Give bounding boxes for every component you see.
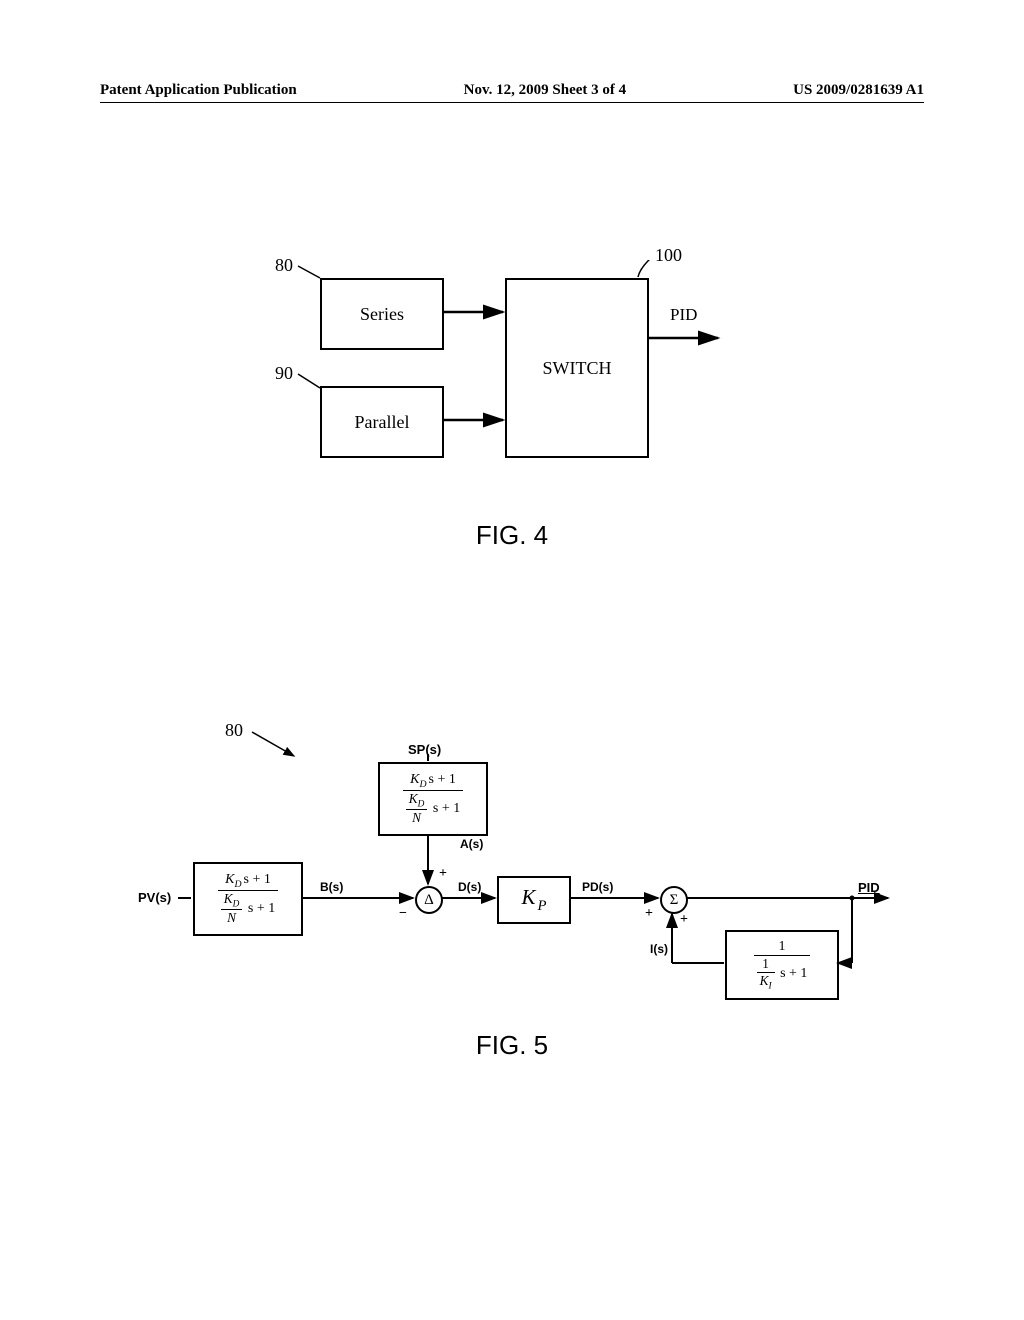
ref-80: 80 bbox=[275, 255, 293, 276]
integral-block: 1 1 KI s + 1 bbox=[725, 930, 839, 1000]
sigma-plus-bottom: + bbox=[680, 912, 688, 928]
as-label: A(s) bbox=[460, 837, 483, 851]
switch-label: SWITCH bbox=[543, 358, 612, 379]
page-header: Patent Application Publication Nov. 12, … bbox=[100, 82, 924, 99]
pv-filter-block: KDs + 1 KD N s + 1 bbox=[193, 862, 303, 936]
delta-plus: + bbox=[439, 866, 447, 882]
kp-block: KP bbox=[497, 876, 571, 924]
ds-label: D(s) bbox=[458, 880, 481, 894]
header-center: Nov. 12, 2009 Sheet 3 of 4 bbox=[464, 82, 627, 99]
header-rule bbox=[100, 102, 924, 103]
is-label: I(s) bbox=[650, 942, 668, 956]
ref-100: 100 bbox=[655, 245, 682, 266]
sigma-junction: Σ bbox=[660, 886, 688, 914]
pv-label: PV(s) bbox=[138, 890, 171, 905]
figure-5: 80 SP(s) KDs + 1 KD N s + 1 A(s) PV(s) K… bbox=[0, 720, 1024, 1100]
sp-label: SP(s) bbox=[408, 742, 441, 757]
sp-filter-block: KDs + 1 KD N s + 1 bbox=[378, 762, 488, 836]
delta-symbol: Δ bbox=[424, 892, 434, 909]
header-left: Patent Application Publication bbox=[100, 82, 297, 99]
pid-label: PID bbox=[858, 880, 880, 895]
parallel-block: Parallel bbox=[320, 386, 444, 458]
bs-label: B(s) bbox=[320, 880, 343, 894]
series-label: Series bbox=[360, 304, 404, 325]
sigma-plus-left: + bbox=[645, 906, 653, 922]
ref-90: 90 bbox=[275, 363, 293, 384]
header-right: US 2009/0281639 A1 bbox=[793, 82, 924, 99]
fig5-caption: FIG. 5 bbox=[476, 1030, 548, 1061]
pds-label: PD(s) bbox=[582, 880, 613, 894]
fig5-ref-80: 80 bbox=[225, 720, 243, 741]
sigma-symbol: Σ bbox=[670, 892, 679, 909]
parallel-label: Parallel bbox=[355, 412, 410, 433]
delta-minus: − bbox=[399, 906, 407, 922]
fig4-caption: FIG. 4 bbox=[476, 520, 548, 551]
delta-junction: Δ bbox=[415, 886, 443, 914]
pid-output-label: PID bbox=[670, 305, 697, 325]
switch-block: SWITCH bbox=[505, 278, 649, 458]
series-block: Series bbox=[320, 278, 444, 350]
